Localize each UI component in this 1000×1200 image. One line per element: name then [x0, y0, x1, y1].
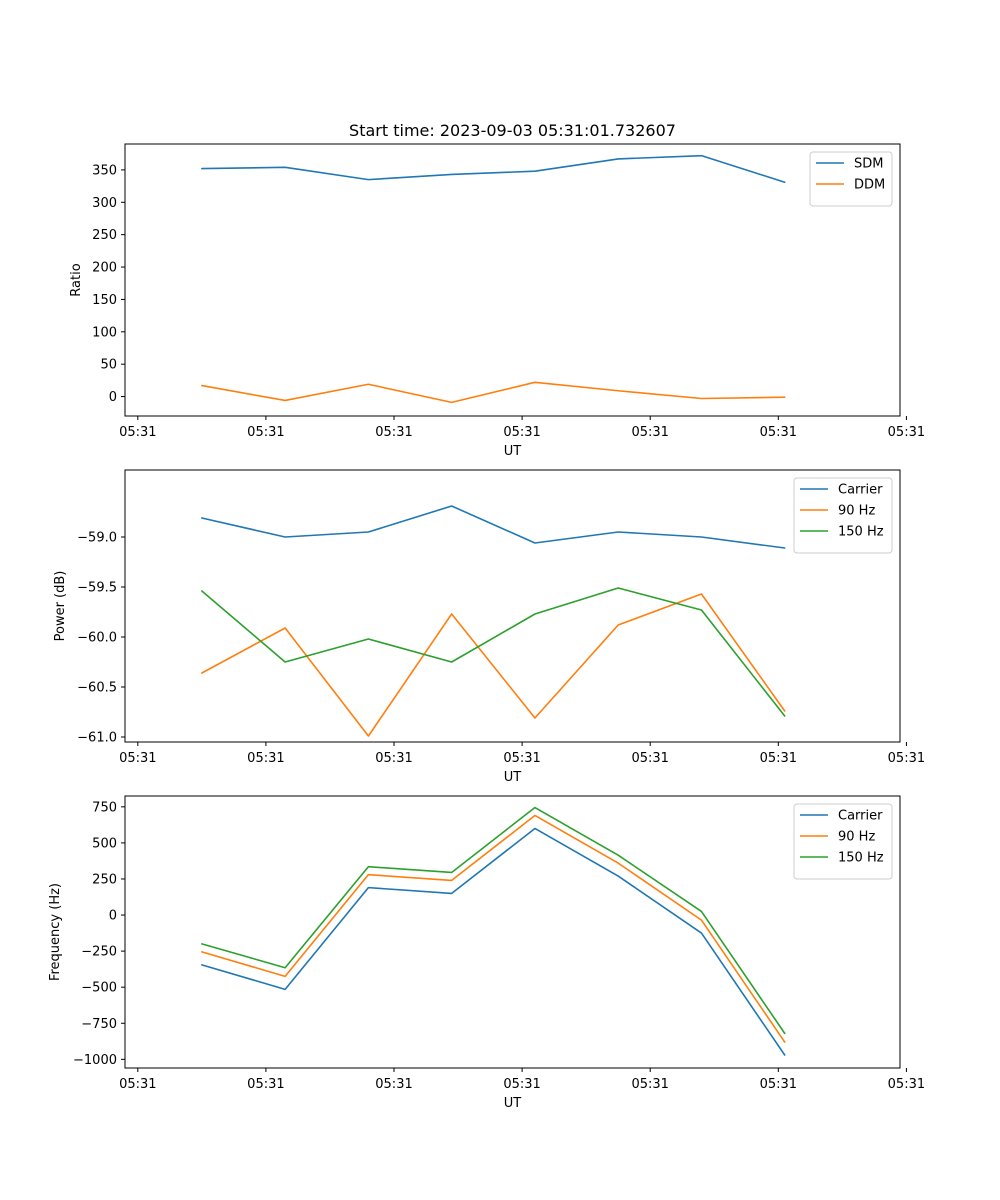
- series-line-carrier: [201, 505, 786, 549]
- series-line-150-hz: [201, 587, 786, 717]
- y-tick-label: 300: [92, 196, 117, 211]
- x-tick-label: 05:31: [119, 751, 156, 766]
- y-tick-label: −60.0: [77, 631, 117, 646]
- x-tick-label: 05:31: [631, 751, 668, 766]
- y-tick-label: 250: [92, 228, 117, 243]
- chart-panel-3: 05:31 05:31 05:31 05:31 05:31 05:31 05:31−1000…: [48, 795, 925, 1111]
- x-tick-label: 05:31: [888, 425, 925, 440]
- x-tick-label: 05:31: [375, 1077, 412, 1092]
- series-line-90-hz: [201, 593, 786, 737]
- legend-label: DDM: [854, 178, 885, 193]
- y-tick-label: −1000: [73, 1053, 117, 1068]
- x-tick-label: 05:31: [760, 751, 797, 766]
- x-tick-label: 05:31: [119, 1077, 156, 1092]
- legend-box: [809, 151, 893, 207]
- y-tick-label: 0: [109, 390, 117, 405]
- y-axis-label: Power (dB): [53, 571, 68, 642]
- x-tick-label: 05:31: [247, 425, 284, 440]
- y-tick-label: 200: [92, 261, 117, 276]
- x-tick-label: 05:31: [375, 751, 412, 766]
- y-tick-label: −60.5: [77, 681, 117, 696]
- legend-label: SDM: [854, 157, 883, 172]
- y-tick-label: −59.5: [77, 581, 117, 596]
- axes-frame: [124, 143, 901, 417]
- y-tick-label: 500: [92, 836, 117, 851]
- legend-box: [793, 477, 893, 554]
- y-tick-label: −59.0: [77, 531, 117, 546]
- legend-label: 150 Hz: [838, 525, 884, 540]
- x-tick-label: 05:31: [247, 751, 284, 766]
- x-axis-label: UT: [504, 444, 522, 459]
- x-tick-label: 05:31: [247, 1077, 284, 1092]
- x-tick-label: 05:31: [760, 425, 797, 440]
- y-tick-label: −61.0: [77, 731, 117, 746]
- x-tick-label: 05:31: [888, 1077, 925, 1092]
- x-tick-label: 05:31: [631, 1077, 668, 1092]
- y-tick-label: 150: [92, 293, 117, 308]
- x-tick-label: 05:31: [503, 1077, 540, 1092]
- legend-label: 90 Hz: [838, 830, 875, 845]
- x-tick-label: 05:31: [631, 425, 668, 440]
- series-line-90-hz: [201, 814, 786, 1043]
- y-axis-label: Frequency (Hz): [48, 883, 63, 981]
- legend-box: [793, 803, 893, 880]
- y-tick-label: 100: [92, 325, 117, 340]
- legend-label: Carrier: [838, 483, 883, 498]
- legend-label: 90 Hz: [838, 504, 875, 519]
- y-axis-label: Ratio: [69, 263, 84, 296]
- y-tick-label: 50: [100, 358, 117, 373]
- x-tick-label: 05:31: [503, 425, 540, 440]
- x-tick-label: 05:31: [888, 751, 925, 766]
- x-axis-label: UT: [504, 770, 522, 785]
- x-tick-label: 05:31: [760, 1077, 797, 1092]
- y-tick-label: −500: [81, 981, 117, 996]
- chart-panel-1: Start time: 2023-09-03 05:31:01.73260705…: [69, 121, 925, 459]
- chart-title: Start time: 2023-09-03 05:31:01.732607: [349, 121, 676, 140]
- x-tick-label: 05:31: [375, 425, 412, 440]
- y-tick-label: 250: [92, 872, 117, 887]
- series-line-ddm: [201, 381, 786, 404]
- y-tick-label: −250: [81, 945, 117, 960]
- series-line-carrier: [201, 827, 786, 1056]
- legend: SDM DDM: [809, 151, 893, 207]
- x-axis-label: UT: [504, 1096, 522, 1111]
- series-line-sdm: [201, 154, 786, 184]
- legend-label: Carrier: [838, 809, 883, 824]
- legend: Carrier 90 Hz 150 Hz: [793, 803, 893, 880]
- x-tick-label: 05:31: [119, 425, 156, 440]
- axes-frame: [124, 795, 901, 1069]
- y-tick-label: 750: [92, 800, 117, 815]
- series-line-150-hz: [201, 806, 786, 1035]
- axes-frame: [124, 469, 901, 743]
- legend: Carrier 90 Hz 150 Hz: [793, 477, 893, 554]
- legend-label: 150 Hz: [838, 851, 884, 866]
- chart-panel-2: 05:31 05:31 05:31 05:31 05:31 05:31 05:31−61.0…: [53, 469, 925, 785]
- y-tick-label: −750: [81, 1017, 117, 1032]
- y-tick-label: 350: [92, 163, 117, 178]
- y-tick-label: 0: [109, 909, 117, 924]
- x-tick-label: 05:31: [503, 751, 540, 766]
